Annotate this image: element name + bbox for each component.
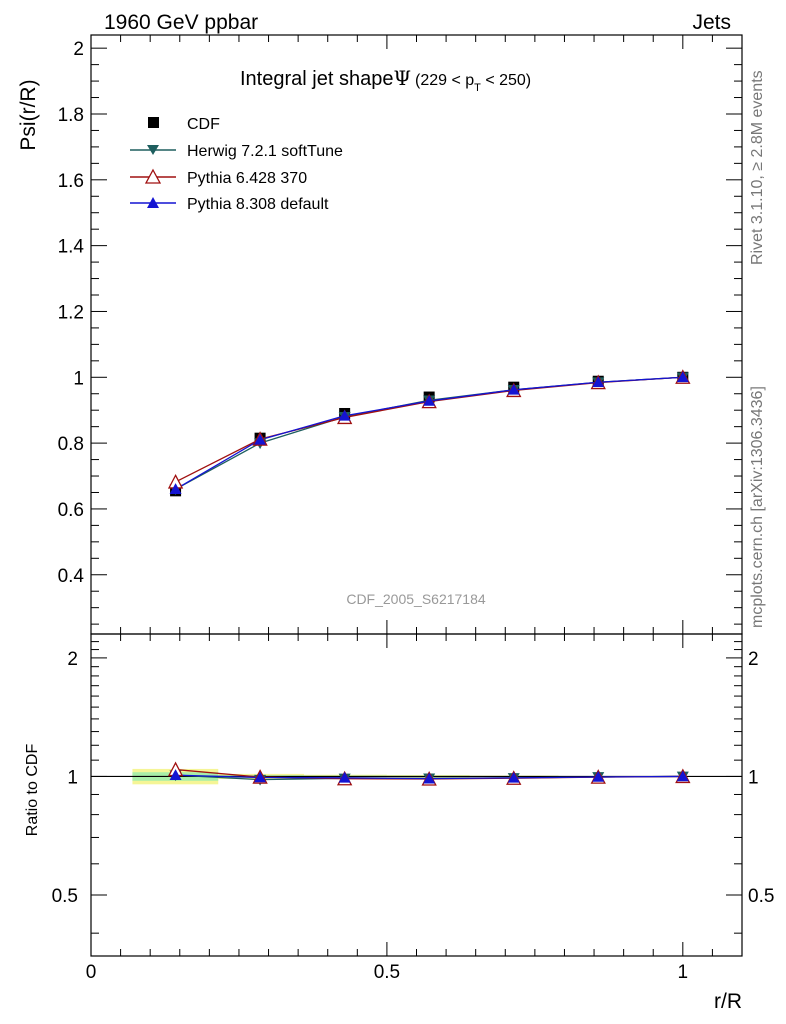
legend-marker-pythia6: [144, 168, 162, 184]
x-tick-label: 0.5: [374, 962, 400, 983]
analysis-id-watermark: CDF_2005_S6217184: [346, 591, 486, 607]
legend-entry-pythia8: Pythia 8.308 default: [130, 196, 329, 213]
ratio-y-axis-label: Ratio to CDF: [24, 744, 41, 837]
marker-pythia8: [592, 376, 605, 388]
marker-pythia8: [507, 383, 520, 395]
header-process-label: Jets: [692, 11, 731, 34]
ratio-y-tick-label: 0.5: [52, 886, 78, 907]
plot-title: Integral jet shapeΨ (229 < pT < 250): [240, 66, 531, 94]
plot-title-symbol: Ψ: [393, 66, 411, 90]
marker-pythia8: [254, 433, 267, 445]
legend-marker-pythia8: [147, 197, 159, 208]
marker-pythia8: [423, 772, 436, 784]
y-tick-label: 2: [73, 39, 84, 60]
x-axis-label: r/R: [714, 990, 742, 1013]
plot-title-range-end: < 250): [481, 72, 531, 89]
legend-entry-herwig: Herwig 7.2.1 softTune: [130, 143, 343, 160]
x-tick-label: 0: [86, 962, 97, 983]
legend-label-herwig: Herwig 7.2.1 softTune: [187, 143, 343, 160]
marker-pythia8: [507, 771, 520, 783]
marker-pythia8: [254, 771, 267, 783]
legend-marker-herwig: [147, 145, 159, 155]
y-axis-label: Psi(r/R): [17, 79, 40, 150]
legend-label-cdf: CDF: [187, 116, 220, 133]
marker-pythia8: [169, 769, 182, 780]
y-tick-label: 0.4: [58, 566, 85, 587]
ratio-y-tick-label-right: 1: [748, 767, 759, 788]
legend-label-pythia8: Pythia 8.308 default: [187, 196, 329, 213]
x-tick-label: 1: [678, 962, 689, 983]
ratio-y-tick-label-right: 0.5: [748, 886, 774, 907]
plot-title-main: Integral jet shape: [240, 68, 393, 90]
marker-pythia8: [676, 770, 689, 782]
marker-pythia8: [423, 394, 436, 406]
ratio-y-tick-label: 2: [67, 649, 78, 670]
y-tick-label: 0.6: [58, 500, 84, 521]
ratio-y-tick-label: 1: [67, 767, 78, 788]
y-tick-label: 1: [73, 368, 84, 389]
plot-title-range: (229 < p: [415, 72, 474, 89]
legend-entry-cdf: CDF: [148, 116, 220, 133]
y-tick-label: 1.2: [58, 302, 84, 323]
rivet-version-label: Rivet 3.1.10, ≥ 2.8M events: [749, 70, 766, 265]
plot-title-subscript: T: [474, 82, 481, 94]
y-tick-label: 1.8: [58, 105, 84, 126]
ratio-y-tick-label-right: 2: [748, 649, 759, 670]
marker-pythia8: [169, 483, 182, 494]
legend: CDF Herwig 7.2.1 softTune Pythia 6.428 3…: [130, 116, 343, 213]
marker-pythia8: [676, 371, 689, 383]
marker-pythia8: [338, 409, 351, 421]
y-tick-label: 1.6: [58, 171, 84, 192]
legend-label-pythia6: Pythia 6.428 370: [187, 170, 307, 187]
mcplots-source-label: mcplots.cern.ch [arXiv:1306.3436]: [749, 386, 766, 628]
header-energy-label: 1960 GeV ppbar: [104, 11, 258, 34]
legend-marker-cdf: [148, 117, 159, 128]
ratio-plot-frame: [90, 633, 743, 957]
legend-entry-pythia6: Pythia 6.428 370: [130, 168, 307, 187]
marker-pythia8: [592, 770, 605, 782]
marker-pythia8: [338, 771, 351, 783]
y-tick-label: 0.8: [58, 434, 84, 455]
y-tick-label: 1.4: [58, 237, 85, 258]
